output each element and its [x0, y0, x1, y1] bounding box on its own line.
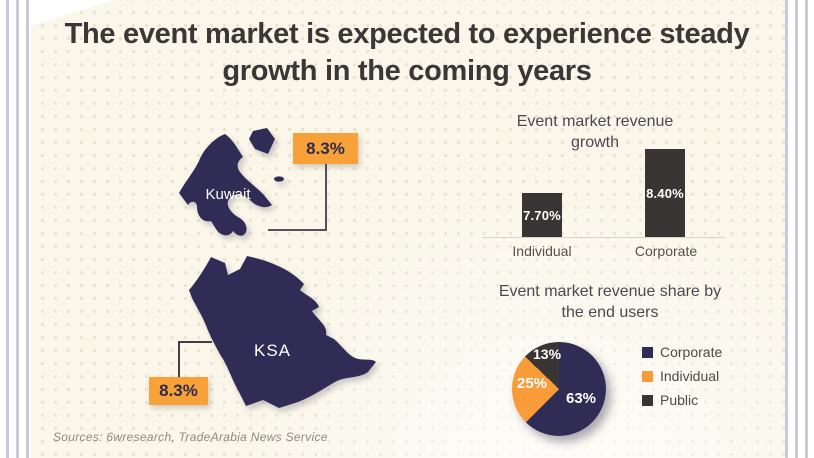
bar-chart-title: Event market revenue growth [516, 113, 674, 151]
kuwait-callout-connector [268, 164, 327, 231]
page-title: The event market is expected to experien… [64, 18, 750, 87]
ksa-map-label: KSA [253, 341, 292, 360]
kuwait-map-label: Kuwait [205, 186, 251, 203]
ksa-callout-connector [178, 341, 212, 377]
pie-slice-label-individual: 25% [517, 375, 548, 392]
legend-swatch-public-icon [642, 394, 653, 406]
pie-slice-label-corporate: 63% [566, 390, 597, 407]
pie-chart-title: Event market revenue share by the end us… [498, 283, 722, 321]
ksa-growth-callout: 8.3% [149, 377, 208, 405]
sources-note: Sources: 6wresearch, TradeArabia News Se… [53, 430, 328, 444]
legend-label-public: Public [660, 392, 699, 408]
ksa-map [189, 256, 376, 408]
left-stripe-decoration [0, 0, 31, 458]
bar-category-label-individual: Individual [512, 243, 572, 259]
legend-label-corporate: Corporate [660, 344, 723, 360]
bar-value-label-individual: 7.70% [523, 207, 561, 223]
bar-value-label-corporate: 8.40% [646, 185, 684, 201]
legend-item-public: Public [642, 392, 722, 408]
legend-swatch-individual-icon [642, 370, 653, 382]
pie-legend: Corporate Individual Public [642, 344, 722, 416]
pie-slice-label-public: 13% [533, 346, 562, 362]
bar-corporate: 8.40% [645, 149, 685, 237]
legend-item-corporate: Corporate [642, 344, 722, 360]
pie-chart [512, 342, 606, 436]
bar-chart-axis-line [482, 237, 725, 238]
bar-individual: 7.70% [522, 193, 562, 237]
kuwait-map [179, 128, 284, 236]
bar-category-label-corporate: Corporate [634, 243, 698, 259]
legend-item-individual: Individual [642, 368, 722, 384]
right-stripe-decoration [783, 0, 814, 458]
legend-label-individual: Individual [660, 368, 720, 384]
kuwait-growth-callout: 8.3% [293, 133, 358, 164]
legend-swatch-corporate-icon [642, 346, 653, 358]
